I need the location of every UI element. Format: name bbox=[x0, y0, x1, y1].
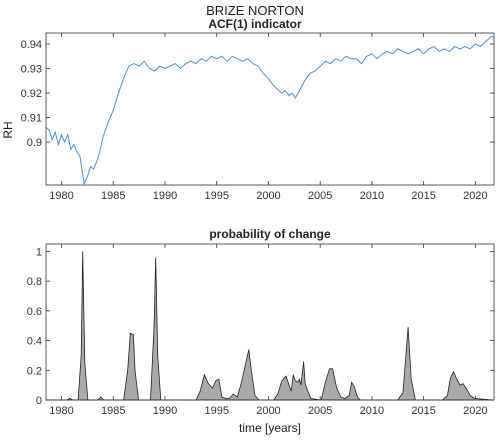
top-x-tick-label: 2000 bbox=[256, 190, 280, 202]
top-chart-title: ACF(1) indicator bbox=[208, 17, 302, 31]
top-y-axis-label: RH bbox=[1, 121, 15, 138]
bottom-x-axis-label: time [years] bbox=[239, 421, 301, 435]
bottom-y-tick-label: 1 bbox=[36, 246, 42, 258]
bottom-x-tick-label: 1980 bbox=[49, 405, 73, 417]
top-x-tick-label: 2005 bbox=[308, 190, 332, 202]
top-x-tick-label: 2015 bbox=[411, 190, 435, 202]
bottom-x-tick-label: 1990 bbox=[153, 405, 177, 417]
bottom-x-tick-label: 1995 bbox=[204, 405, 228, 417]
bottom-x-tick-label: 2005 bbox=[308, 405, 332, 417]
bottom-x-tick-label: 2010 bbox=[360, 405, 384, 417]
top-y-tick-label: 0.94 bbox=[21, 39, 42, 51]
top-y-tick-label: 0.92 bbox=[21, 88, 42, 100]
top-x-tick-label: 1985 bbox=[101, 190, 125, 202]
top-x-tick-label: 2020 bbox=[463, 190, 487, 202]
bottom-x-tick-label: 2000 bbox=[256, 405, 280, 417]
bottom-y-tick-label: 0 bbox=[36, 395, 42, 407]
bottom-y-tick-label: 0.2 bbox=[27, 365, 42, 377]
top-x-tick-label: 1995 bbox=[204, 190, 228, 202]
bottom-y-ticks: 0 0.2 0.4 0.6 0.8 1 bbox=[27, 246, 494, 407]
top-x-tick-label: 1990 bbox=[153, 190, 177, 202]
figure-suptitle: BRIZE NORTON bbox=[206, 3, 304, 18]
bottom-x-tick-label: 2015 bbox=[411, 405, 435, 417]
bottom-y-tick-label: 0.8 bbox=[27, 276, 42, 288]
top-y-tick-label: 0.93 bbox=[21, 64, 42, 76]
bottom-y-tick-label: 0.4 bbox=[27, 336, 42, 348]
top-x-tick-label: 2010 bbox=[360, 190, 384, 202]
top-plot-frame bbox=[45, 32, 495, 186]
bottom-y-tick-label: 0.6 bbox=[27, 306, 42, 318]
bottom-plot-frame bbox=[45, 243, 495, 401]
top-y-tick-label: 0.91 bbox=[21, 113, 42, 125]
bottom-chart-title: probability of change bbox=[209, 227, 331, 241]
probability-area bbox=[46, 251, 495, 401]
bottom-x-ticks: 1980 1985 1990 1995 2000 2005 2010 2015 2020 bbox=[49, 244, 488, 417]
acf-series-line bbox=[45, 36, 494, 186]
top-x-ticks: 1980 1985 1990 1995 2000 2005 2010 2015 2020 bbox=[49, 33, 488, 202]
probability-panel: probability of change time [years] 1980 1… bbox=[27, 227, 495, 435]
top-y-tick-label: 0.9 bbox=[27, 137, 42, 149]
bottom-x-tick-label: 2020 bbox=[463, 405, 487, 417]
top-x-tick-label: 1980 bbox=[49, 190, 73, 202]
bottom-x-tick-label: 1985 bbox=[101, 405, 125, 417]
acf-indicator-panel: ACF(1) indicator RH 1980 1985 1990 1995 2000… bbox=[1, 17, 495, 202]
top-y-ticks: 0.9 0.91 0.92 0.93 0.94 bbox=[21, 39, 494, 149]
